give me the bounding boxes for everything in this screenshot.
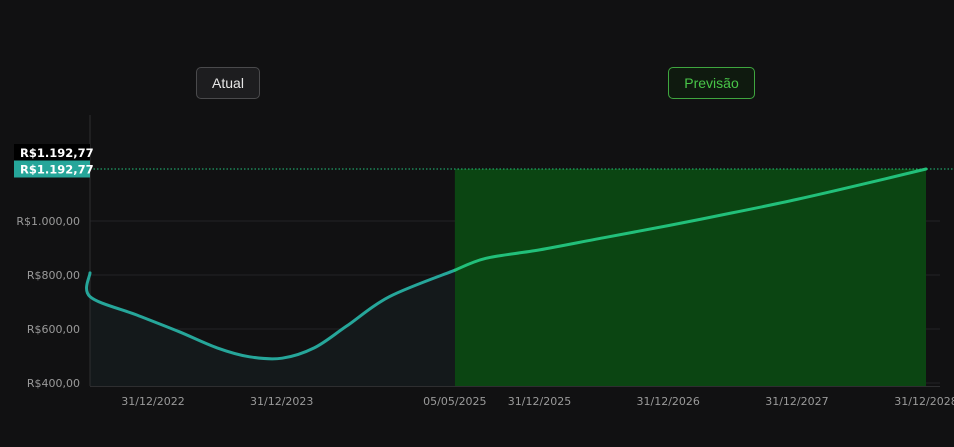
x-tick-label: 31/12/2025 [508, 395, 571, 408]
forecast-series-line [453, 167, 928, 272]
x-tick-label: 05/05/2025 [423, 395, 486, 408]
y-tick-labels: R$400,00 R$600,00 R$800,00 R$1.000,00 [16, 215, 80, 390]
series-lines [85, 167, 928, 361]
x-tick-label: 31/12/2023 [250, 395, 313, 408]
x-tick-label: 31/12/2027 [765, 395, 828, 408]
last-value-badge-bg [14, 144, 90, 161]
last-value-badge-bg [14, 160, 90, 178]
last-value-badge-text: R$1.192,77 [20, 146, 94, 160]
last-value-badges: R$1.192,77 R$1.192,77 [14, 144, 94, 178]
last-value-badge-text: R$1.192,77 [20, 163, 94, 177]
forecast-area [454, 169, 926, 386]
y-tick-label: R$600,00 [27, 323, 80, 336]
x-tick-label: 31/12/2022 [121, 395, 184, 408]
x-tick-label: 31/12/2026 [637, 395, 700, 408]
actual-button[interactable]: Atual [196, 67, 260, 99]
x-tick-label: 31/12/2028 [894, 395, 954, 408]
y-tick-label: R$1.000,00 [16, 215, 80, 228]
forecast-button[interactable]: Previsão [668, 67, 755, 99]
actual-series-line [85, 268, 457, 361]
y-tick-label: R$800,00 [27, 269, 80, 282]
y-tick-label: R$400,00 [27, 377, 80, 390]
x-tick-labels: 31/12/2022 31/12/2023 05/05/2025 31/12/2025… [121, 395, 954, 408]
actual-area [86, 270, 455, 386]
